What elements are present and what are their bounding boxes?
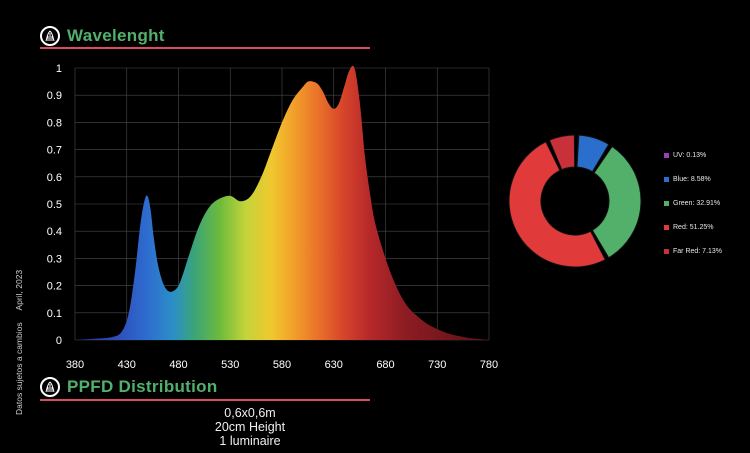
legend-item: Red: 51.25% xyxy=(664,222,713,232)
spectrum-donut-chart xyxy=(508,134,642,268)
ppfd-underline xyxy=(40,399,370,401)
legend-item: UV: 0.13% xyxy=(664,150,706,160)
legend-swatch xyxy=(664,248,669,254)
legend-label: Red: 51.25% xyxy=(673,223,714,231)
y-tick-label: 1 xyxy=(56,63,62,75)
legend-item: Far Red: 7.13% xyxy=(664,246,722,256)
x-tick-label: 430 xyxy=(118,359,136,371)
y-tick-label: 0.9 xyxy=(47,90,62,102)
y-tick-label: 0.5 xyxy=(47,199,62,211)
ppfd-luminaire: 1 luminaire xyxy=(219,434,281,448)
date-text: April, 2023 xyxy=(14,269,24,311)
y-tick-label: 0 xyxy=(56,335,62,347)
x-tick-label: 780 xyxy=(480,359,498,371)
disclaimer-text: Datos sujetos a cambios xyxy=(14,322,24,415)
legend-label: Green: 32.91% xyxy=(673,199,721,207)
x-tick-label: 680 xyxy=(376,359,394,371)
legend-label: Blue: 8.58% xyxy=(673,175,711,183)
y-tick-label: 0.3 xyxy=(47,253,62,265)
ppfd-size: 0,6x0,6m xyxy=(224,406,276,420)
y-tick-label: 0.1 xyxy=(47,308,62,320)
x-tick-label: 480 xyxy=(169,359,187,371)
legend-label: UV: 0.13% xyxy=(673,151,707,159)
y-tick-label: 0.8 xyxy=(47,117,62,129)
ppfd-height: 20cm Height xyxy=(214,420,286,434)
x-tick-label: 530 xyxy=(221,359,239,371)
spectrum-area xyxy=(75,65,489,340)
x-tick-label: 630 xyxy=(325,359,343,371)
legend-swatch xyxy=(664,200,669,206)
ppfd-details: 0,6x0,6m 20cm Height 1 luminaire xyxy=(160,406,340,448)
side-note: Datos sujetos a cambios April, 2023 xyxy=(14,260,24,415)
x-tick-label: 730 xyxy=(428,359,446,371)
legend-item: Green: 32.91% xyxy=(664,198,720,208)
y-tick-label: 0.7 xyxy=(47,145,62,157)
y-tick-label: 0.6 xyxy=(47,172,62,184)
donut-slice-blue xyxy=(576,134,610,173)
ppfd-title: PPFD Distribution xyxy=(67,377,218,396)
legend-swatch xyxy=(664,152,669,158)
donut-slice-red xyxy=(508,141,606,268)
title-underline xyxy=(40,47,370,49)
donut-slice-green xyxy=(591,145,642,259)
legend-swatch xyxy=(664,176,669,182)
x-tick-label: 380 xyxy=(66,359,84,371)
donut-slice-far-red xyxy=(548,134,576,171)
legend-item: Blue: 8.58% xyxy=(664,174,711,184)
legend-label: Far Red: 7.13% xyxy=(673,247,723,255)
brand-logo-icon xyxy=(40,377,60,397)
x-tick-label: 580 xyxy=(273,359,291,371)
y-tick-label: 0.2 xyxy=(47,281,62,293)
y-tick-label: 0.4 xyxy=(47,226,62,238)
chart-title: Wavelenght xyxy=(67,26,165,45)
brand-logo-icon xyxy=(40,26,60,46)
legend-swatch xyxy=(664,224,669,230)
